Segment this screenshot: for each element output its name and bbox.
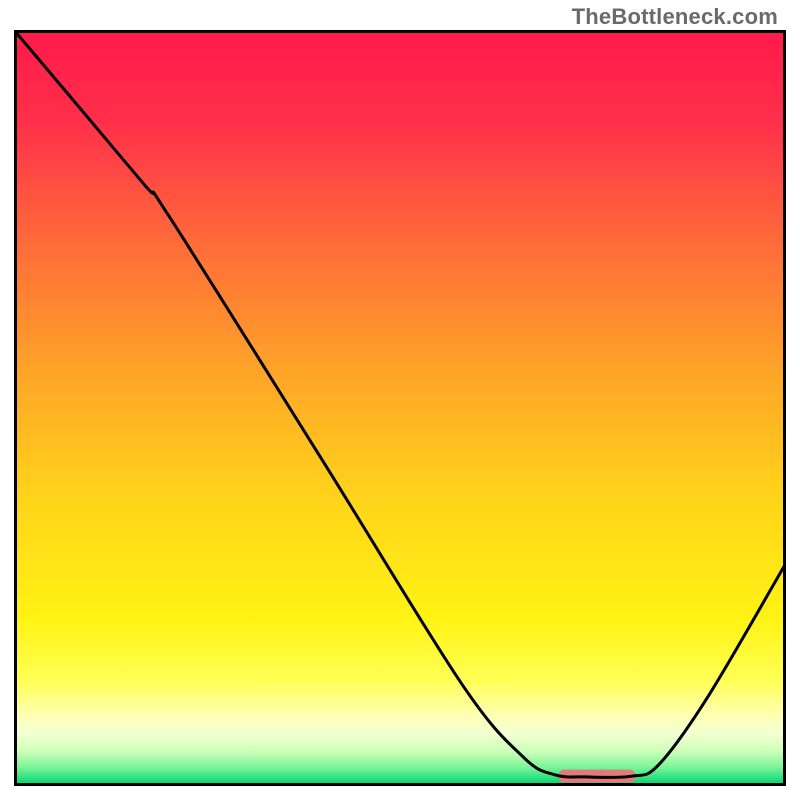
gradient-background (14, 30, 786, 786)
figure-root: TheBottleneck.com (0, 0, 800, 800)
plot-area (14, 30, 786, 786)
watermark-text: TheBottleneck.com (572, 4, 778, 30)
plot-svg (14, 30, 786, 786)
